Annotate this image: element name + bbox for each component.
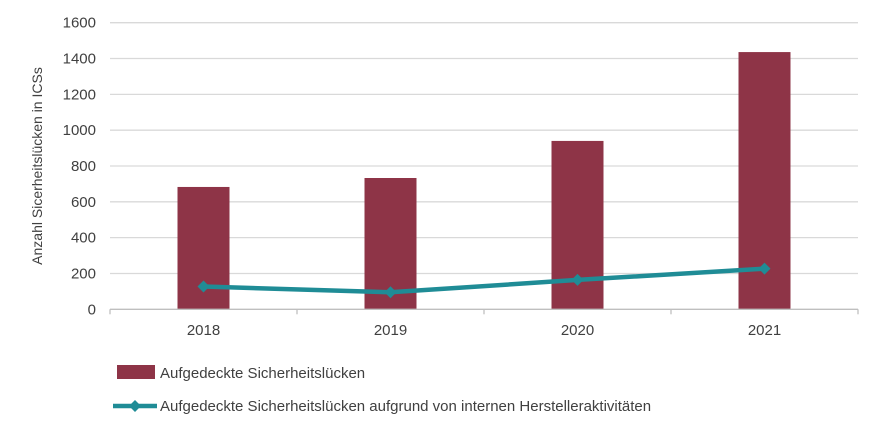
line-marker [758, 262, 771, 275]
legend-swatch-bar [117, 365, 155, 379]
line-marker [571, 273, 584, 286]
x-tick-label: 2018 [187, 322, 220, 339]
y-tick-label: 400 [71, 230, 96, 247]
y-tick-label: 1400 [63, 51, 96, 68]
x-tick-label: 2019 [374, 322, 407, 339]
y-tick-label: 1200 [63, 86, 96, 103]
y-tick-label: 200 [71, 265, 96, 282]
y-tick-label: 1600 [63, 15, 96, 32]
legend-label: Aufgedeckte Sicherheitslücken aufgrund v… [160, 398, 651, 415]
y-tick-label: 800 [71, 158, 96, 175]
x-tick-label: 2021 [748, 322, 781, 339]
legend-label: Aufgedeckte Sicherheitslücken [160, 365, 365, 382]
line-marker [197, 280, 210, 293]
series-line [203, 266, 765, 295]
y-tick-label: 1000 [63, 122, 96, 139]
line-marker [384, 286, 397, 299]
x-tick-label: 2020 [561, 322, 594, 339]
y-tick-label: 600 [71, 194, 96, 211]
y-axis-label: Anzahl Sicerheitslücken in ICSs [29, 67, 45, 265]
legend-marker [129, 400, 141, 412]
y-tick-label: 0 [88, 301, 96, 318]
